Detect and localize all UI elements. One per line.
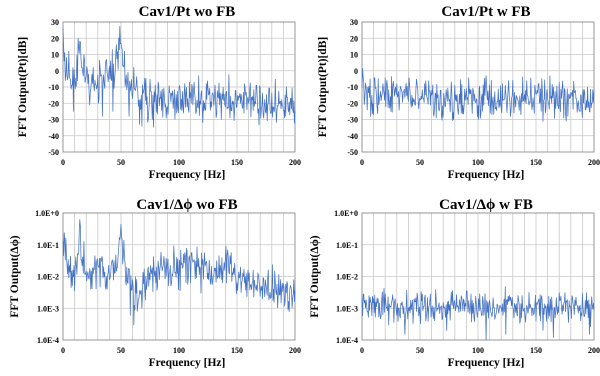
y-tick-label: 1.0E-3 [336, 304, 358, 313]
y-tick-label: -50 [48, 148, 59, 157]
y-tick-label: 0 [354, 67, 358, 76]
x-tick-label: 100 [173, 346, 185, 355]
y-tick-label: 30 [350, 18, 358, 27]
x-tick-label: 200 [289, 346, 301, 355]
y-tick-label: 1.0E-1 [336, 241, 358, 250]
x-tick-label: 150 [231, 158, 243, 167]
x-tick-label: 50 [416, 158, 424, 167]
x-tick-label: 150 [231, 346, 243, 355]
y-tick-label: 1.0E-1 [37, 241, 59, 250]
x-axis-label: Frequency [Hz] [448, 357, 525, 369]
x-tick-label: 50 [117, 346, 125, 355]
x-axis-label: Frequency [Hz] [448, 169, 525, 181]
x-tick-label: 0 [61, 158, 65, 167]
y-tick-label: 1.0E+0 [334, 209, 358, 218]
x-tick-label: 0 [360, 346, 364, 355]
y-axis-label: FFT Output(Δϕ) [9, 235, 21, 317]
chart-panel-1: -50 -40 -30 -20 -10 0 10 20 30 0 50 100 150 200 Cav1/P… [17, 4, 301, 181]
y-tick-label: 1.0E-2 [37, 273, 59, 282]
plot-area-frame [62, 21, 296, 153]
y-tick-label: 30 [51, 18, 59, 27]
x-tick-label: 150 [530, 158, 542, 167]
spectrum-line [361, 68, 595, 122]
x-tick-label: 200 [289, 158, 301, 167]
y-axis-label: FFT Output(Δϕ) [309, 235, 321, 317]
y-tick-label: 20 [51, 34, 59, 43]
x-tick-label: 150 [530, 346, 542, 355]
x-tick-label: 200 [588, 346, 600, 355]
x-tick-label: 0 [61, 346, 65, 355]
x-tick-label: 100 [472, 346, 484, 355]
y-tick-label: 1.0E-2 [336, 273, 358, 282]
plot-area-frame [361, 212, 595, 341]
chart-panel-4: 1.0E-4 1.0E-3 1.0E-2 1.0E-1 1.0E+0 0 50 100 150 2… [309, 197, 600, 369]
y-tick-label: 1.0E-4 [336, 336, 358, 345]
y-tick-label: -30 [48, 116, 59, 125]
y-tick-label: -10 [347, 83, 358, 92]
spectrum-line [361, 286, 595, 341]
chart-panel-3: 1.0E-4 1.0E-3 1.0E-2 1.0E-1 1.0E+0 0 50 100 150 2… [9, 197, 301, 369]
x-tick-label: 50 [416, 346, 424, 355]
y-tick-label: -30 [347, 116, 358, 125]
spectrum-line [62, 219, 296, 326]
y-tick-label: -20 [347, 99, 358, 108]
x-axis-label: Frequency [Hz] [149, 357, 226, 369]
x-tick-label: 200 [588, 158, 600, 167]
chart-title: Cav1/Δϕ w FB [439, 197, 533, 213]
y-tick-label: 1.0E+0 [35, 209, 59, 218]
x-axis-label: Frequency [Hz] [149, 169, 226, 181]
y-axis-label: FFT Output(Pt)[dB] [317, 37, 329, 137]
chart-title: Cav1/Pt w FB [441, 4, 530, 20]
x-tick-label: 50 [117, 158, 125, 167]
y-tick-label: -40 [347, 132, 358, 141]
chart-title: Cav1/Pt wo FB [139, 4, 236, 20]
chart-panel-2: -50 -40 -30 -20 -10 0 10 20 30 0 50 100 150 200 Cav1/P… [317, 4, 600, 181]
x-tick-label: 100 [472, 158, 484, 167]
y-tick-label: -20 [48, 99, 59, 108]
y-tick-label: 1.0E-3 [37, 304, 59, 313]
x-tick-label: 0 [360, 158, 364, 167]
y-tick-label: 20 [350, 34, 358, 43]
y-tick-label: -50 [347, 148, 358, 157]
y-tick-label: 10 [51, 51, 59, 60]
x-tick-label: 100 [173, 158, 185, 167]
y-tick-label: -10 [48, 83, 59, 92]
y-tick-label: 0 [55, 67, 59, 76]
plot-area-frame [62, 212, 296, 341]
y-tick-label: -40 [48, 132, 59, 141]
y-axis-label: FFT Output(Pt)[dB] [17, 37, 29, 137]
y-tick-label: 1.0E-4 [37, 336, 59, 345]
chart-title: Cav1/Δϕ wo FB [136, 197, 237, 213]
y-tick-label: 10 [350, 51, 358, 60]
spectrum-line [62, 26, 296, 128]
